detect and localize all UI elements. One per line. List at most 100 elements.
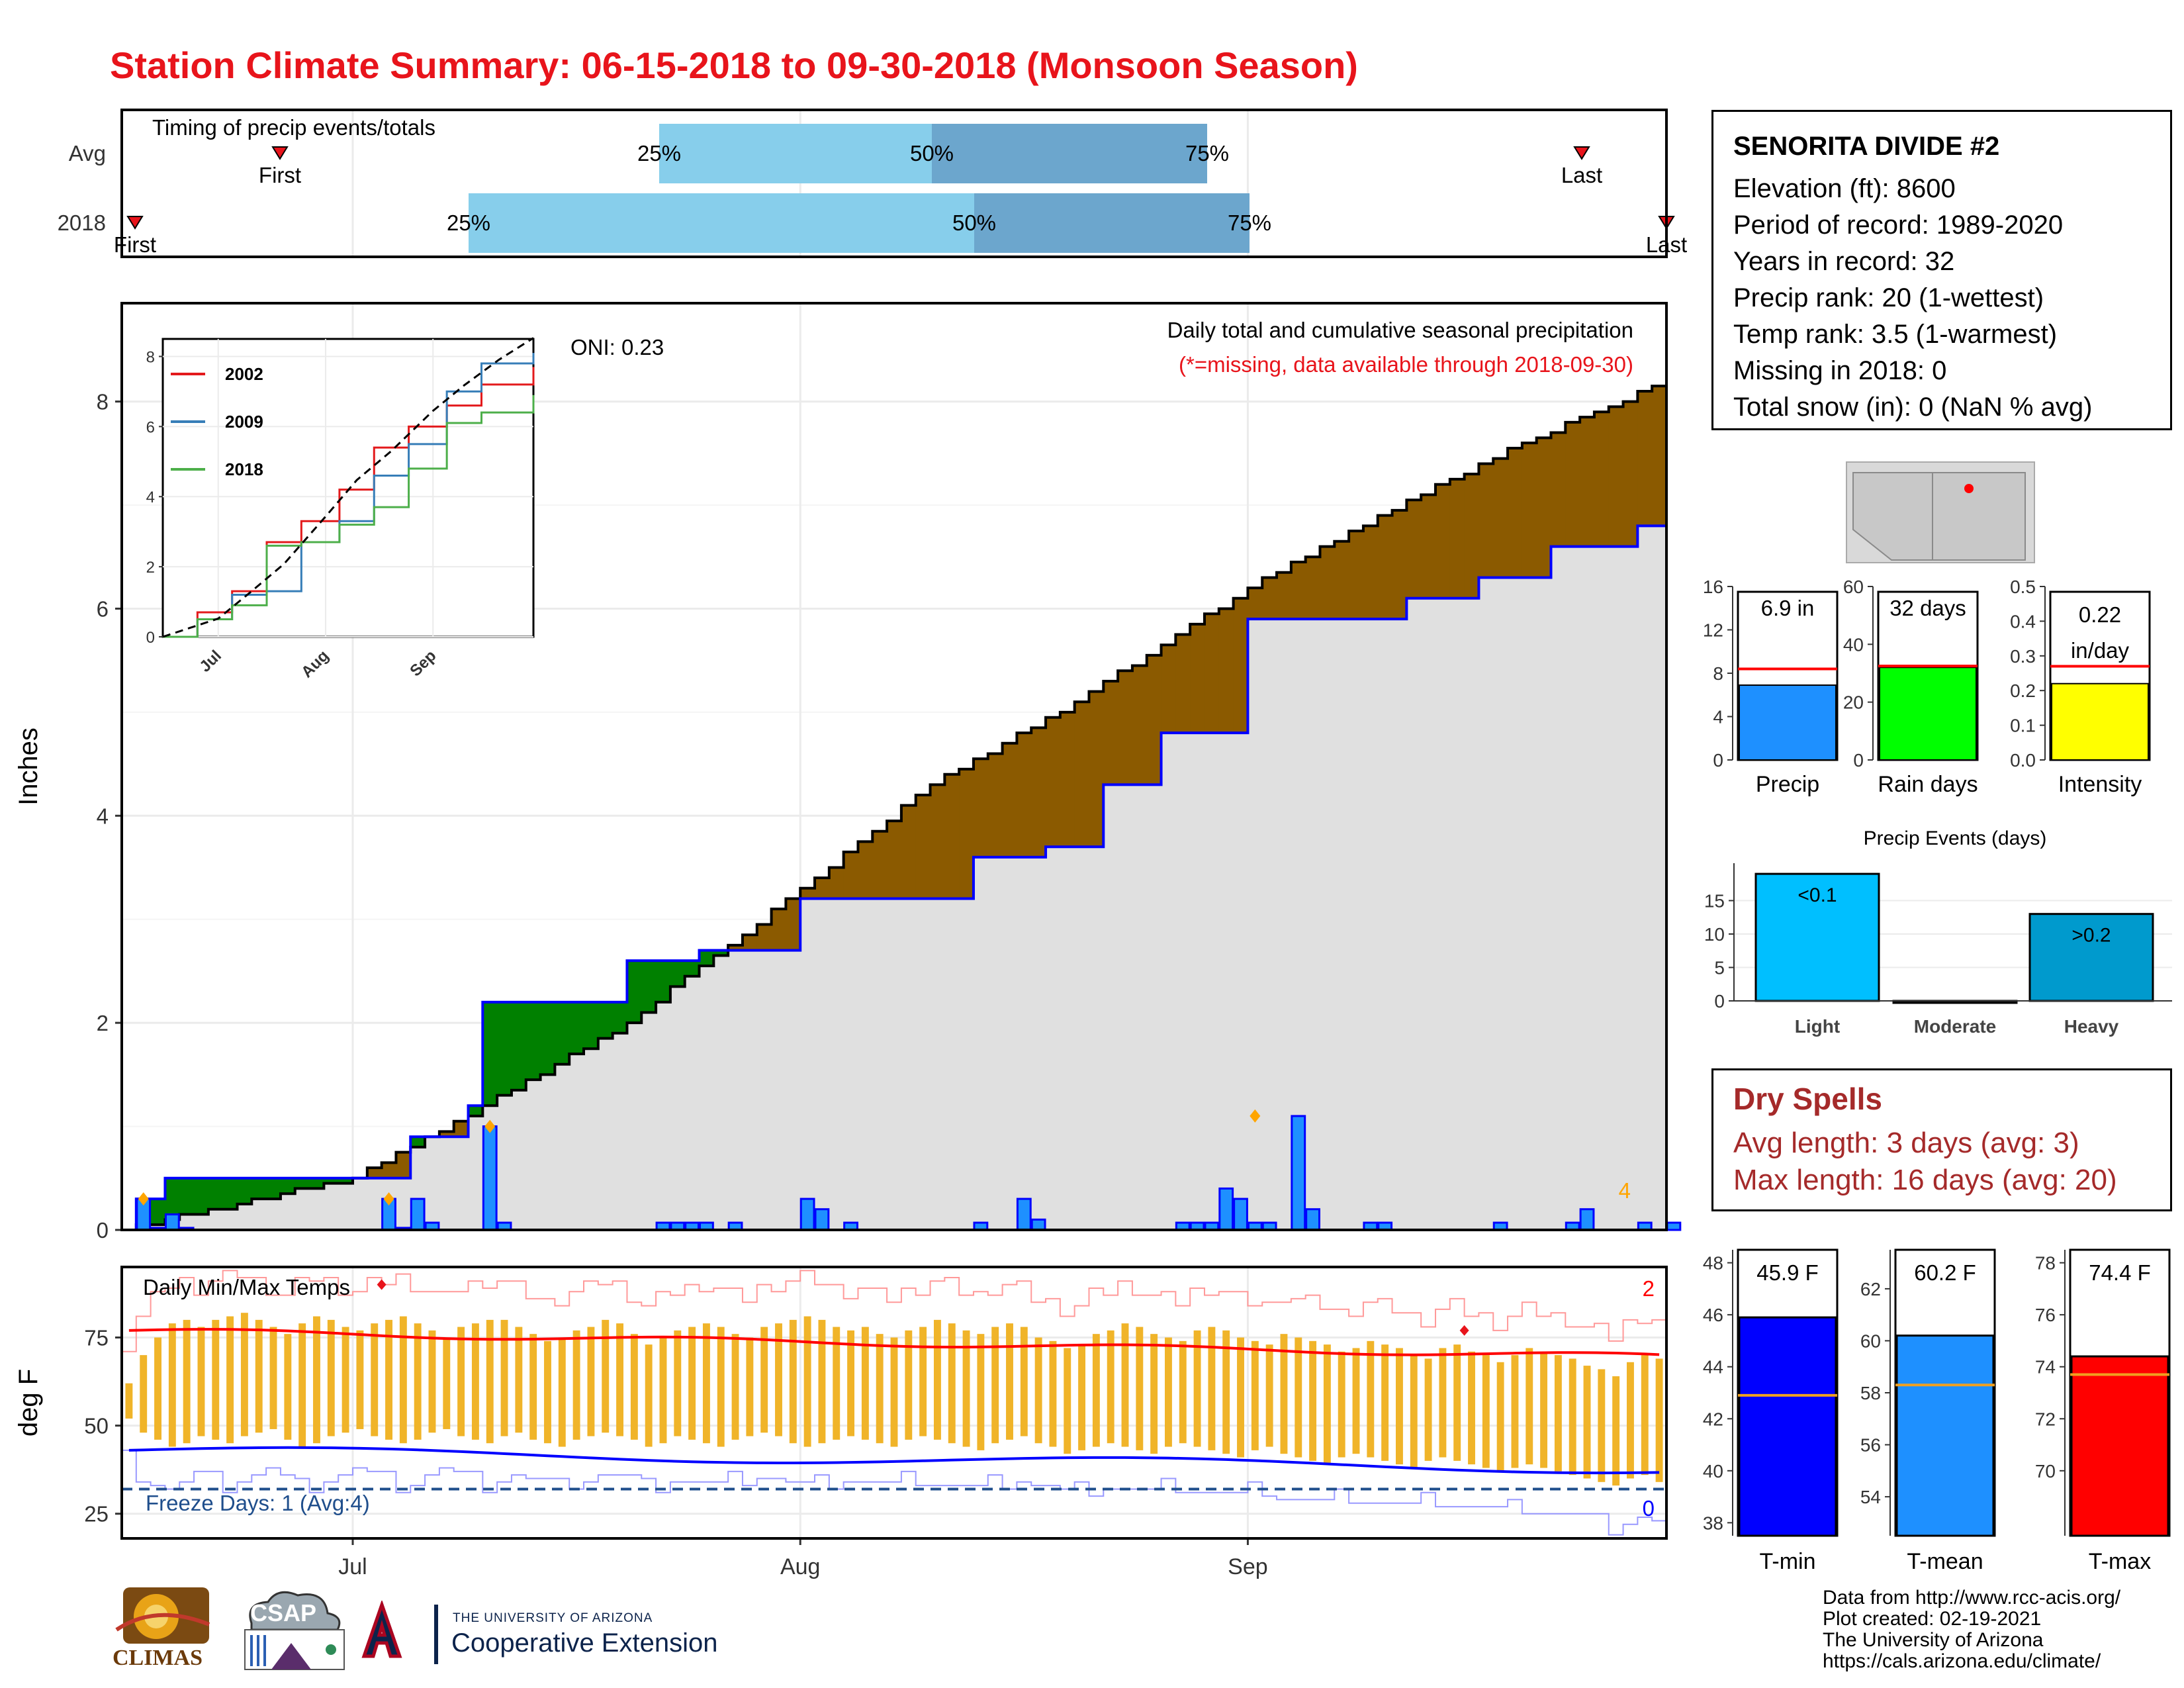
summary-bar-value [1739,684,1837,761]
temp-summary-ytick-label: 78 [2035,1253,2056,1274]
main-ylabel: Inches [14,727,43,806]
above-average-fill [338,1178,353,1184]
inset-ytick-label: 2 [146,559,155,577]
timing-bar-upper-2018 [974,193,1250,253]
below-average-fill [1421,494,1436,598]
below-average-fill [1652,386,1667,526]
temp-summary-ytick-label: 48 [1703,1253,1723,1274]
timing-bar-lower-2018 [469,193,974,253]
below-average-fill [786,898,801,951]
timing-row-label: Avg [69,141,106,165]
temp-ytick-label: 75 [84,1325,109,1350]
daily-temp-bar [1092,1334,1100,1447]
events-ytick-label: 5 [1714,958,1725,978]
daily-temp-bar [1251,1340,1259,1450]
temp-summary-ytick-label: 62 [1860,1279,1881,1299]
below-average-fill [1536,438,1552,578]
daily-temp-bar [1237,1337,1244,1458]
summary-ytick-label: 0.3 [2010,646,2036,667]
summary-ytick-label: 8 [1713,663,1723,684]
summary-ytick-label: 0.1 [2010,716,2036,736]
below-average-fill [1175,634,1191,733]
main-ytick-label: 2 [97,1011,109,1035]
ua-university-text: THE UNIVERSITY OF ARIZONA [453,1611,653,1625]
below-average-fill [1449,479,1465,598]
below-average-fill [756,924,772,951]
daily-precip-bar [799,1197,815,1231]
daily-temp-bar [645,1344,653,1447]
summary-category-label: Rain days [1878,772,1978,797]
daily-temp-bar [486,1319,494,1444]
below-average-fill [915,795,931,899]
daily-temp-bar [818,1319,826,1444]
timing-label-75: 75% [1185,141,1229,165]
temp-summary-bar [1738,1316,1837,1537]
daily-temp-bar [471,1323,479,1440]
temp-summary-ytick-label: 40 [1703,1461,1723,1481]
above-average-fill [324,1178,339,1184]
below-average-fill [1522,443,1537,578]
events-bar-light [1754,872,1880,1002]
daily-temp-bar [760,1327,768,1433]
temp-summary-ytick-label: 54 [1860,1487,1881,1507]
temp-summary-label: T-mean [1907,1549,1983,1574]
daily-temp-bar [1222,1330,1230,1454]
first-marker [271,146,289,160]
station-info-box: SENORITA DIVIDE #2 Elevation (ft): 8600 … [1711,110,2172,430]
daily-temp-bar [284,1334,292,1440]
above-average-fill [598,1002,614,1039]
below-average-fill [1493,458,1508,578]
daily-temp-bar [948,1323,956,1444]
temp-xtick-label: Aug [780,1554,821,1579]
events-title: Precip Events (days) [1864,827,2047,849]
last-label: Last [1561,163,1602,187]
inset-legend-label: 2018 [225,459,263,479]
last-marker [1573,146,1590,160]
below-average-fill [381,1162,397,1178]
ua-divider [434,1605,438,1664]
timing-bar-upper-Avg [932,124,1207,183]
above-average-fill [237,1178,252,1204]
first-label: First [114,232,156,257]
csap-logo: CSAP [232,1583,351,1676]
temp-summary-ytick-label: 60 [1860,1331,1881,1351]
above-average-fill [251,1178,267,1199]
events-bar-label: >0.2 [2071,925,2111,947]
summary-ytick-label: 0 [1853,750,1864,771]
below-average-fill [1161,645,1176,733]
daily-precip-bar [1291,1115,1306,1231]
daily-temp-bar [1511,1355,1519,1468]
daily-temp-bar [1367,1340,1375,1458]
above-average-fill [699,950,714,966]
page-title: Station Climate Summary: 06-15-2018 to 0… [110,44,1358,86]
temp-summary-ytick-label: 70 [2035,1461,2056,1481]
below-average-fill [1218,608,1234,733]
dry-spells-title: Dry Spells [1733,1082,1882,1116]
daily-precip-bar [1030,1218,1046,1231]
summary-value-label: 6.9 in [1761,596,1815,620]
below-average-fill [800,888,815,899]
freeze-days-label: Freeze Days: 1 (Avg:4) [146,1491,370,1515]
daily-temp-bar [1193,1330,1201,1447]
timing-row-label: 2018 [58,211,106,235]
daily-temp-bar [1107,1330,1115,1444]
above-average-fill [497,1002,512,1096]
daily-temp-bar [1179,1340,1187,1444]
daily-temp-bar [269,1327,277,1429]
below-average-fill [771,909,787,951]
daily-temp-bar [861,1327,869,1440]
inset-frame [161,338,535,638]
below-average-fill [1262,577,1277,620]
daily-temp-bar [1439,1348,1447,1458]
above-average-fill [280,1178,296,1194]
daily-temp-bar [919,1327,927,1436]
below-average-fill [1406,500,1422,598]
daily-precip-bar [1016,1197,1032,1231]
above-average-fill [222,1178,238,1209]
daily-temp-bar [1540,1351,1548,1468]
temp-summary-bar [1895,1335,1995,1537]
summary-ytick-label: 16 [1703,577,1723,597]
daily-temp-bar [1020,1327,1028,1436]
record-low-count: 0 [1643,1496,1655,1521]
